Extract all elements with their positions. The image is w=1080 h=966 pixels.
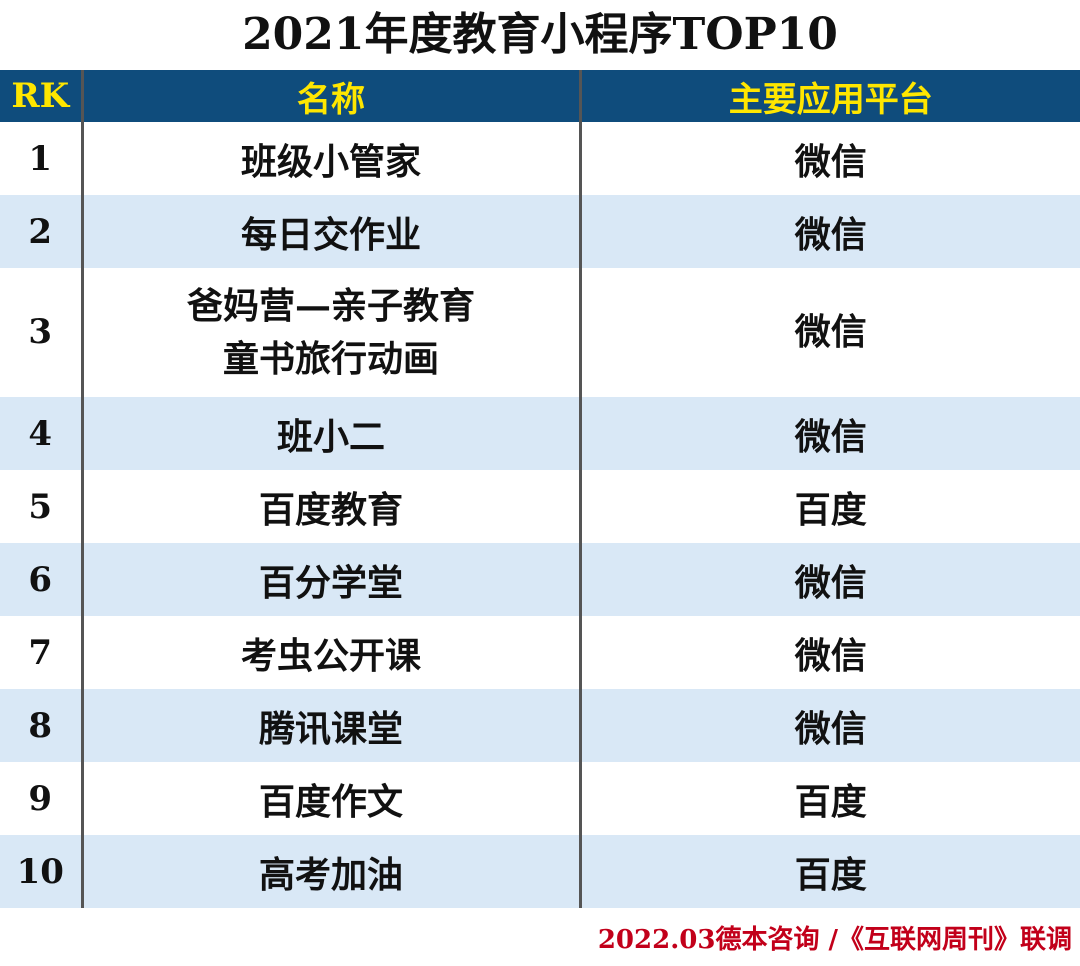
table-row: 5 百度教育 百度 — [0, 470, 1080, 543]
rank-cell: 7 — [0, 616, 82, 689]
table-row: 3 爸妈营—亲子教育 童书旅行动画 微信 — [0, 268, 1080, 397]
platform-cell: 百度 — [578, 835, 1080, 908]
table-row: 1 班级小管家 微信 — [0, 122, 1080, 195]
source-note: 2022.03德本咨询 /《互联网周刊》联调 — [597, 925, 1072, 955]
platform-cell: 百度 — [578, 762, 1080, 835]
rank-cell: 8 — [0, 689, 82, 762]
name-cell: 班小二 — [80, 397, 580, 470]
header-name: 名称 — [80, 70, 580, 122]
table-row: 2 每日交作业 微信 — [0, 195, 1080, 268]
header-platform: 主要应用平台 — [578, 70, 1080, 122]
table-row: 7 考虫公开课 微信 — [0, 616, 1080, 689]
platform-cell: 微信 — [578, 543, 1080, 616]
page-title: 2021年度教育小程序TOP10 — [242, 9, 838, 60]
rank-cell: 6 — [0, 543, 82, 616]
rank-cell: 9 — [0, 762, 82, 835]
name-line: 童书旅行动画 — [222, 337, 439, 380]
platform-cell: 微信 — [578, 397, 1080, 470]
name-cell: 班级小管家 — [80, 122, 580, 195]
name-line: 爸妈营—亲子教育 — [186, 285, 475, 328]
table-row: 8 腾讯课堂 微信 — [0, 689, 1080, 762]
name-cell: 百分学堂 — [80, 543, 580, 616]
rank-cell: 5 — [0, 470, 82, 543]
rank-cell: 2 — [0, 195, 82, 268]
ranking-table: RK 名称 主要应用平台 1 班级小管家 微信 2 每日交作业 微信 3 爸妈营… — [0, 70, 1080, 908]
name-cell: 爸妈营—亲子教育 童书旅行动画 — [80, 268, 580, 397]
rank-cell: 4 — [0, 397, 82, 470]
platform-cell: 微信 — [578, 616, 1080, 689]
table-row: 6 百分学堂 微信 — [0, 543, 1080, 616]
rank-cell: 1 — [0, 122, 82, 195]
platform-cell: 微信 — [578, 122, 1080, 195]
table-row: 10 高考加油 百度 — [0, 835, 1080, 908]
name-cell: 每日交作业 — [80, 195, 580, 268]
table-row: 4 班小二 微信 — [0, 397, 1080, 470]
platform-cell: 微信 — [578, 689, 1080, 762]
name-cell: 高考加油 — [80, 835, 580, 908]
rank-cell: 3 — [0, 268, 82, 397]
table-row: 9 百度作文 百度 — [0, 762, 1080, 835]
platform-cell: 百度 — [578, 470, 1080, 543]
name-cell: 百度教育 — [80, 470, 580, 543]
name-cell: 腾讯课堂 — [80, 689, 580, 762]
rank-cell: 10 — [0, 835, 82, 908]
name-cell: 考虫公开课 — [80, 616, 580, 689]
table-header-row: RK 名称 主要应用平台 — [0, 70, 1080, 122]
header-rank: RK — [0, 70, 82, 122]
platform-cell: 微信 — [578, 268, 1080, 397]
name-cell: 百度作文 — [80, 762, 580, 835]
platform-cell: 微信 — [578, 195, 1080, 268]
